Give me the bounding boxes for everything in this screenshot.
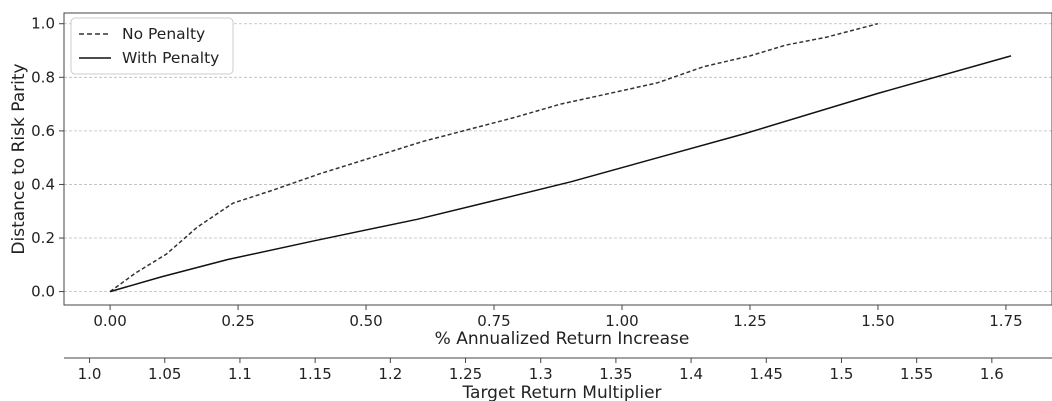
legend: No Penalty With Penalty xyxy=(70,17,234,75)
legend-label-with-penalty: With Penalty xyxy=(122,49,219,67)
y-axis-title: Distance to Risk Parity xyxy=(9,63,29,254)
secondary-x-tick-label: 1.15 xyxy=(298,365,331,383)
secondary-x-tick-label: 1.6 xyxy=(980,365,1004,383)
y-tick-label: 0.4 xyxy=(31,175,55,193)
secondary-x-tick-label: 1.25 xyxy=(449,365,482,383)
secondary-x-tick-label: 1.35 xyxy=(599,365,632,383)
y-tick-label: 1.0 xyxy=(31,15,55,33)
secondary-x-tick-label: 1.05 xyxy=(148,365,181,383)
x-tick-label: 0.25 xyxy=(221,312,254,330)
secondary-x-axis: 1.0 1.05 1.1 1.15 1.2 1.25 1.3 1.35 1.4 1.45 1.5 1.… xyxy=(64,357,1052,383)
x-axis-title: % Annualized Return Increase xyxy=(435,329,690,349)
secondary-x-axis-title: Target Return Multiplier xyxy=(461,383,661,401)
secondary-x-tick-label: 1.2 xyxy=(378,365,402,383)
secondary-x-tick-label: 1.1 xyxy=(228,365,252,383)
series-line-with-penalty xyxy=(109,55,1012,293)
secondary-x-tick-label: 1.0 xyxy=(78,365,102,383)
series-layer xyxy=(109,22,1012,293)
secondary-x-tick-label: 1.3 xyxy=(529,365,553,383)
series-line-no-penalty xyxy=(109,22,879,293)
secondary-x-tick-label: 1.5 xyxy=(830,365,854,383)
x-tick-label: 1.25 xyxy=(733,312,766,330)
x-tick-label: 0.75 xyxy=(477,312,510,330)
x-tick-label: 1.00 xyxy=(605,312,638,330)
x-tick-label: 1.75 xyxy=(989,312,1022,330)
x-tick-label: 0.50 xyxy=(349,312,382,330)
y-tick-label: 0.2 xyxy=(31,229,55,247)
secondary-x-tick-label: 1.4 xyxy=(679,365,703,383)
x-tick-label: 1.50 xyxy=(861,312,894,330)
x-tick-label: 0.00 xyxy=(93,312,126,330)
y-axis: 0.0 0.2 0.4 0.6 0.8 1.0 xyxy=(31,15,64,301)
y-tick-label: 0.0 xyxy=(31,283,55,301)
plot-frame xyxy=(63,12,1052,306)
y-tick-label: 0.8 xyxy=(31,68,55,86)
secondary-x-tick-label: 1.45 xyxy=(750,365,783,383)
secondary-x-tick-label: 1.55 xyxy=(900,365,933,383)
y-tick-label: 0.6 xyxy=(31,122,55,140)
legend-label-no-penalty: No Penalty xyxy=(122,25,205,43)
x-axis: 0.00 0.25 0.50 0.75 1.00 1.25 1.50 1.75 xyxy=(93,305,1023,330)
legend-box xyxy=(70,17,234,75)
